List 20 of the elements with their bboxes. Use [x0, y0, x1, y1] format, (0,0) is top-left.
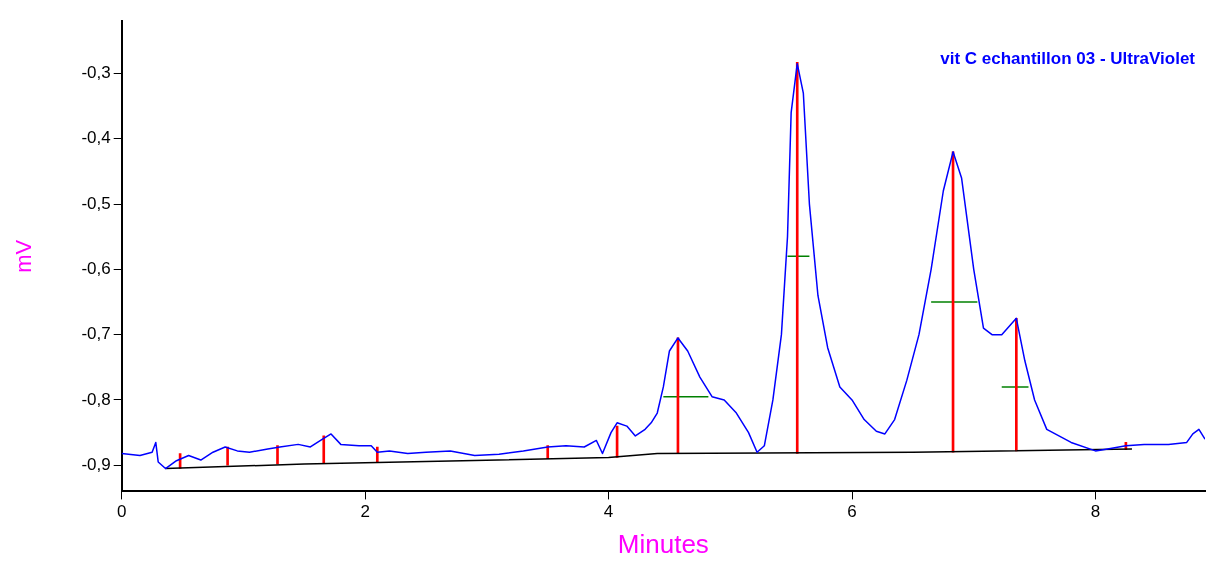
x-tick-label: 0: [116, 502, 127, 522]
y-tick-label: -0,9: [81, 454, 111, 474]
y-tick-label: -0,6: [81, 259, 111, 279]
x-tick-label: 6: [847, 502, 857, 522]
y-tick-label: -0,4: [81, 128, 111, 148]
y-tick-label: -0,8: [81, 389, 111, 409]
x-tick-label: 2: [360, 502, 370, 522]
bar: [795, 62, 799, 454]
text: vit C echantillon 03 - UltraViolet: [940, 49, 1196, 69]
y-axis-title: mV: [11, 239, 37, 273]
y-tick-label: -0,3: [81, 63, 111, 83]
x-tick-label: 4: [603, 502, 614, 522]
y-tick-label: -0,7: [81, 324, 111, 344]
bar: [322, 435, 326, 463]
x-tick-label: 8: [1090, 502, 1101, 522]
y-tick-label: -0,5: [81, 193, 111, 213]
bar: [226, 446, 229, 466]
bar: [1015, 318, 1018, 452]
x-axis-title: Minutes: [617, 528, 709, 559]
bar: [276, 445, 279, 465]
